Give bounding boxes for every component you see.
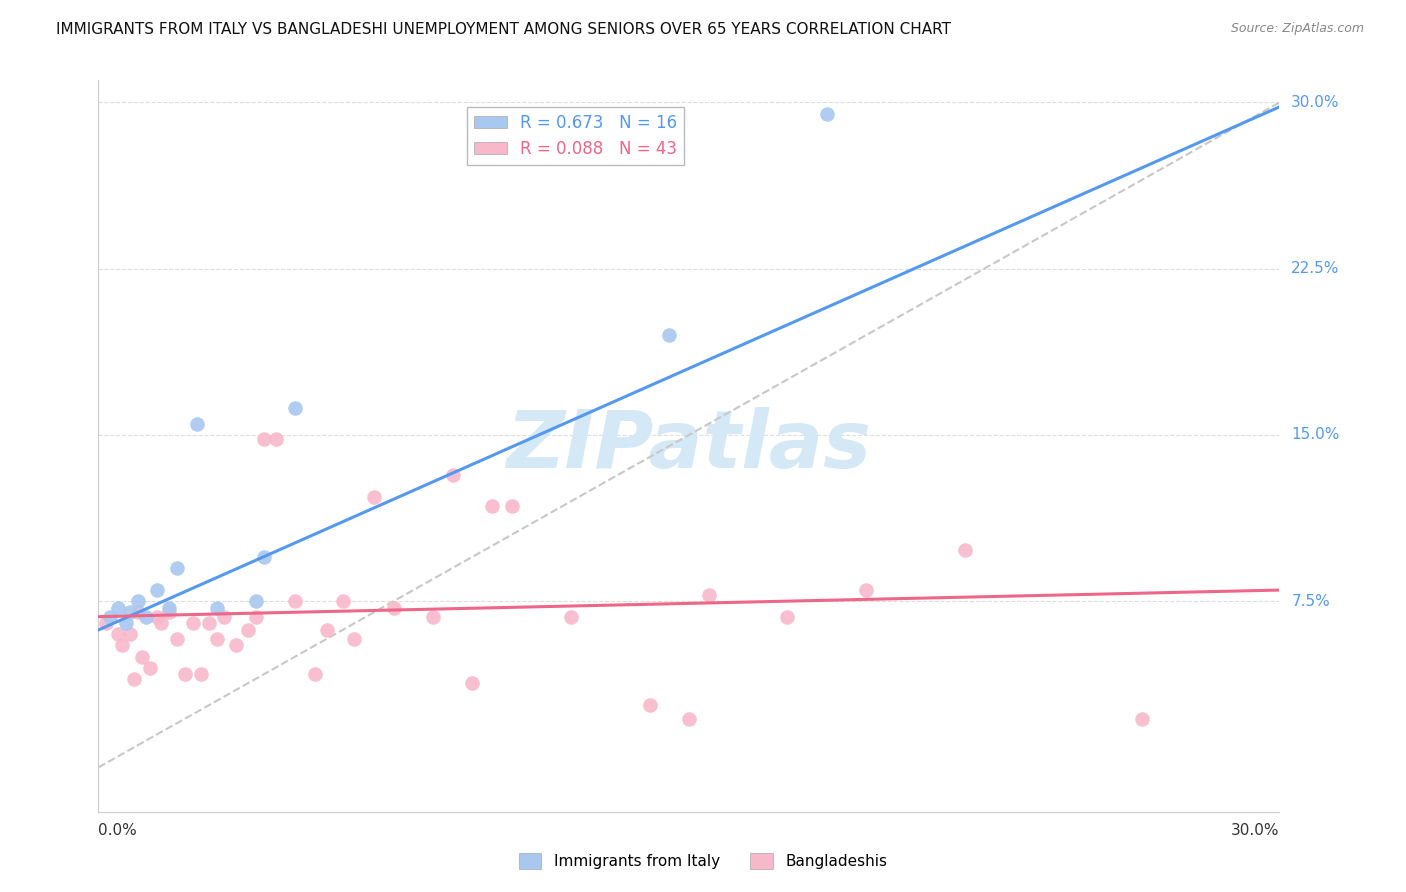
Text: 7.5%: 7.5% [1291, 594, 1330, 608]
Point [157, 600, 180, 615]
Point [166, 561, 188, 575]
Text: 0.0%: 0.0% [98, 822, 138, 838]
Point [96, 616, 118, 631]
Point [118, 627, 141, 641]
Text: 30.0%: 30.0% [1232, 822, 1279, 838]
Point [638, 698, 661, 713]
Point [214, 609, 236, 624]
Point [953, 543, 976, 558]
Point [855, 583, 877, 598]
Point [205, 632, 228, 646]
Point [181, 616, 204, 631]
Text: Source: ZipAtlas.com: Source: ZipAtlas.com [1230, 22, 1364, 36]
Point [363, 490, 385, 504]
Point [658, 328, 681, 343]
Point [127, 605, 149, 619]
Point [245, 609, 267, 624]
Point [131, 649, 153, 664]
Text: 15.0%: 15.0% [1291, 427, 1340, 442]
Legend: Immigrants from Italy, Bangladeshis: Immigrants from Italy, Bangladeshis [512, 847, 894, 875]
Point [157, 605, 180, 619]
Point [107, 600, 129, 615]
Text: ZIPatlas: ZIPatlas [506, 407, 872, 485]
Point [315, 623, 337, 637]
Point [174, 667, 197, 681]
Point [697, 587, 720, 601]
Point [205, 600, 228, 615]
Point [146, 609, 169, 624]
Point [98, 609, 121, 624]
Point [186, 417, 208, 431]
Point [560, 609, 582, 624]
Text: 22.5%: 22.5% [1291, 261, 1340, 277]
Point [284, 594, 307, 608]
Point [150, 616, 173, 631]
Point [678, 712, 700, 726]
Point [343, 632, 366, 646]
Text: 30.0%: 30.0% [1291, 95, 1340, 110]
Point [190, 667, 212, 681]
Point [245, 594, 267, 608]
Point [422, 609, 444, 624]
Point [253, 549, 276, 564]
Point [138, 660, 160, 674]
Text: IMMIGRANTS FROM ITALY VS BANGLADESHI UNEMPLOYMENT AMONG SENIORS OVER 65 YEARS CO: IMMIGRANTS FROM ITALY VS BANGLADESHI UNE… [56, 22, 952, 37]
Point [284, 401, 307, 416]
Point [236, 623, 259, 637]
Point [111, 639, 134, 653]
Point [135, 609, 157, 624]
Point [481, 499, 503, 513]
Point [304, 667, 326, 681]
Point [815, 106, 838, 120]
Point [197, 616, 219, 631]
Point [1130, 712, 1153, 726]
Point [382, 600, 405, 615]
Point [776, 609, 799, 624]
Point [332, 594, 354, 608]
Point [107, 627, 129, 641]
Point [501, 499, 523, 513]
Point [118, 605, 141, 619]
Point [146, 583, 169, 598]
Point [225, 639, 247, 653]
Legend: R = 0.673   N = 16, R = 0.088   N = 43: R = 0.673 N = 16, R = 0.088 N = 43 [467, 107, 685, 164]
Point [127, 594, 149, 608]
Point [115, 616, 138, 631]
Point [253, 433, 276, 447]
Point [122, 672, 145, 686]
Point [264, 433, 287, 447]
Point [166, 632, 188, 646]
Point [461, 676, 484, 690]
Point [441, 467, 464, 482]
